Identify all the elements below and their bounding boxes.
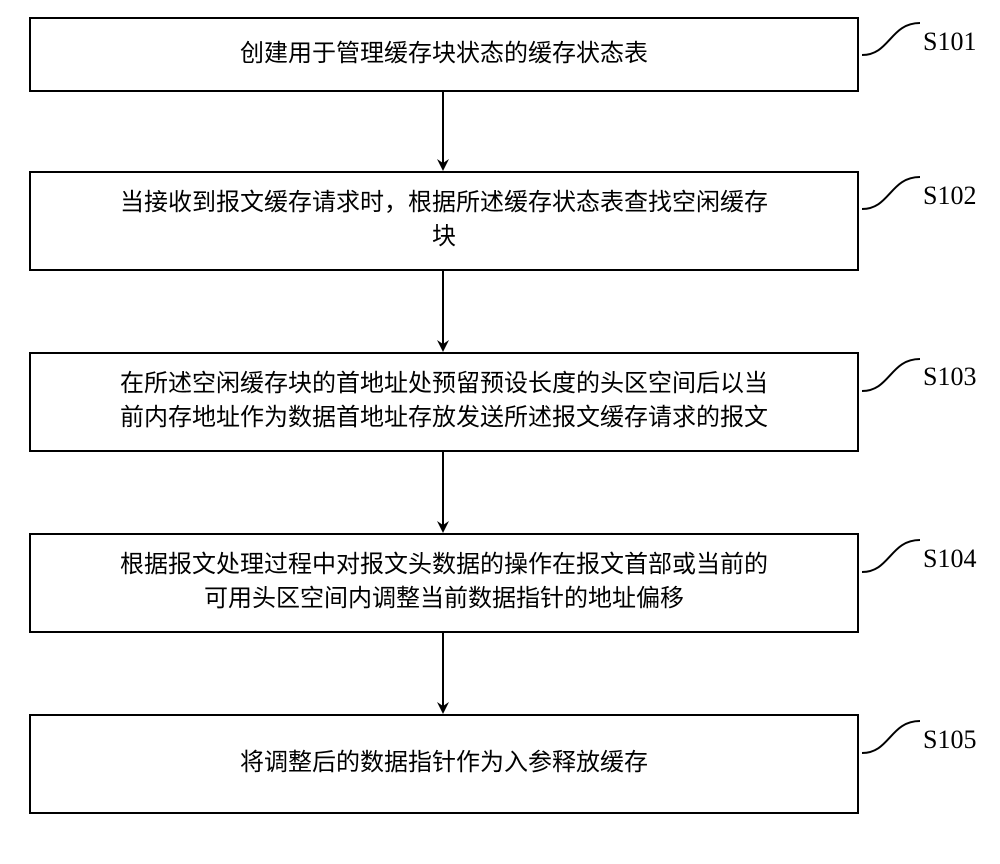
step-label-s102: S102 — [923, 181, 976, 211]
flowchart-node-s102: 当接收到报文缓存请求时，根据所述缓存状态表查找空闲缓存 块 — [29, 171, 859, 271]
node-text-s103: 在所述空闲缓存块的首地址处预留预设长度的头区空间后以当 前内存地址作为数据首地址… — [120, 368, 768, 435]
node-text-s101: 创建用于管理缓存块状态的缓存状态表 — [240, 38, 648, 72]
node-text-s105: 将调整后的数据指针作为入参释放缓存 — [240, 747, 648, 781]
flowchart-node-s104: 根据报文处理过程中对报文头数据的操作在报文首部或当前的 可用头区空间内调整当前数… — [29, 533, 859, 633]
step-label-s101: S101 — [923, 27, 976, 57]
flowchart-node-s103: 在所述空闲缓存块的首地址处预留预设长度的头区空间后以当 前内存地址作为数据首地址… — [29, 352, 859, 452]
step-label-s103: S103 — [923, 362, 976, 392]
step-label-s104: S104 — [923, 544, 976, 574]
flowchart-node-s101: 创建用于管理缓存块状态的缓存状态表 — [29, 17, 859, 92]
flowchart-node-s105: 将调整后的数据指针作为入参释放缓存 — [29, 714, 859, 814]
node-text-s104: 根据报文处理过程中对报文头数据的操作在报文首部或当前的 可用头区空间内调整当前数… — [120, 549, 768, 616]
node-text-s102: 当接收到报文缓存请求时，根据所述缓存状态表查找空闲缓存 块 — [120, 187, 768, 254]
flowchart-diagram: 创建用于管理缓存块状态的缓存状态表 S101 当接收到报文缓存请求时，根据所述缓… — [0, 0, 1000, 864]
step-label-s105: S105 — [923, 725, 976, 755]
